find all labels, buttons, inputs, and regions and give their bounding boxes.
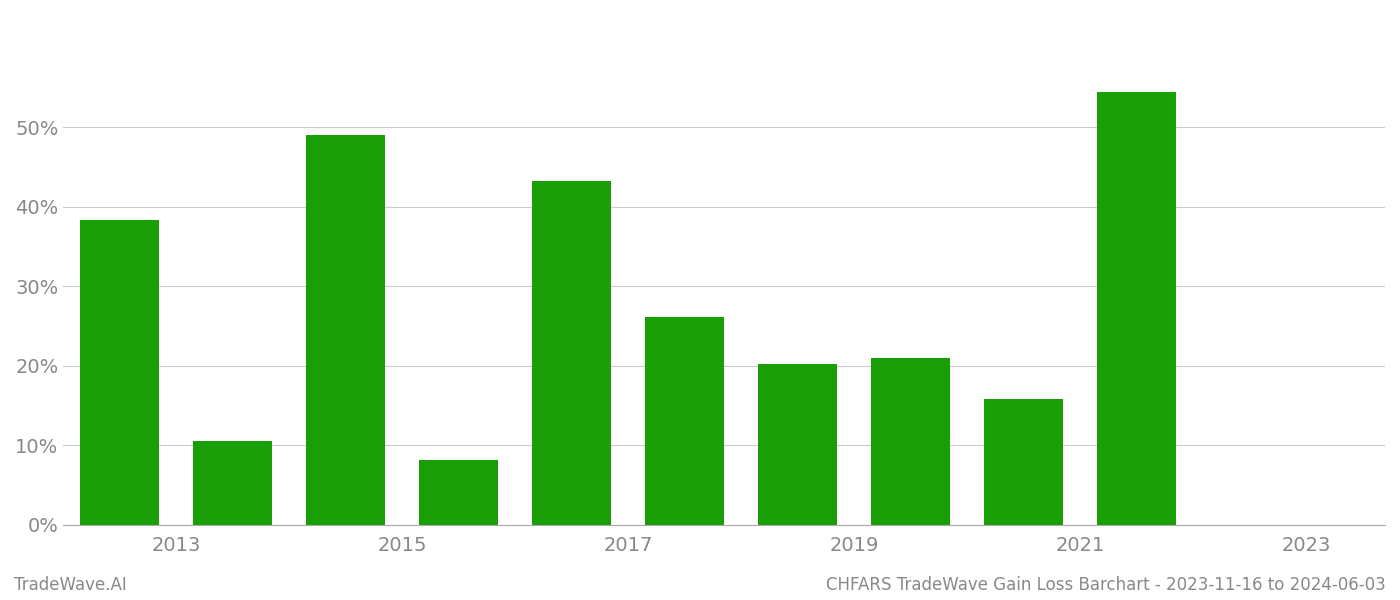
Bar: [871, 358, 951, 525]
Bar: [757, 364, 837, 525]
Bar: [532, 181, 612, 525]
Bar: [307, 136, 385, 525]
Bar: [193, 442, 272, 525]
Bar: [419, 460, 498, 525]
Bar: [645, 317, 724, 525]
Bar: [1098, 92, 1176, 525]
Text: CHFARS TradeWave Gain Loss Barchart - 2023-11-16 to 2024-06-03: CHFARS TradeWave Gain Loss Barchart - 20…: [826, 576, 1386, 594]
Bar: [80, 220, 160, 525]
Text: TradeWave.AI: TradeWave.AI: [14, 576, 127, 594]
Bar: [984, 400, 1063, 525]
